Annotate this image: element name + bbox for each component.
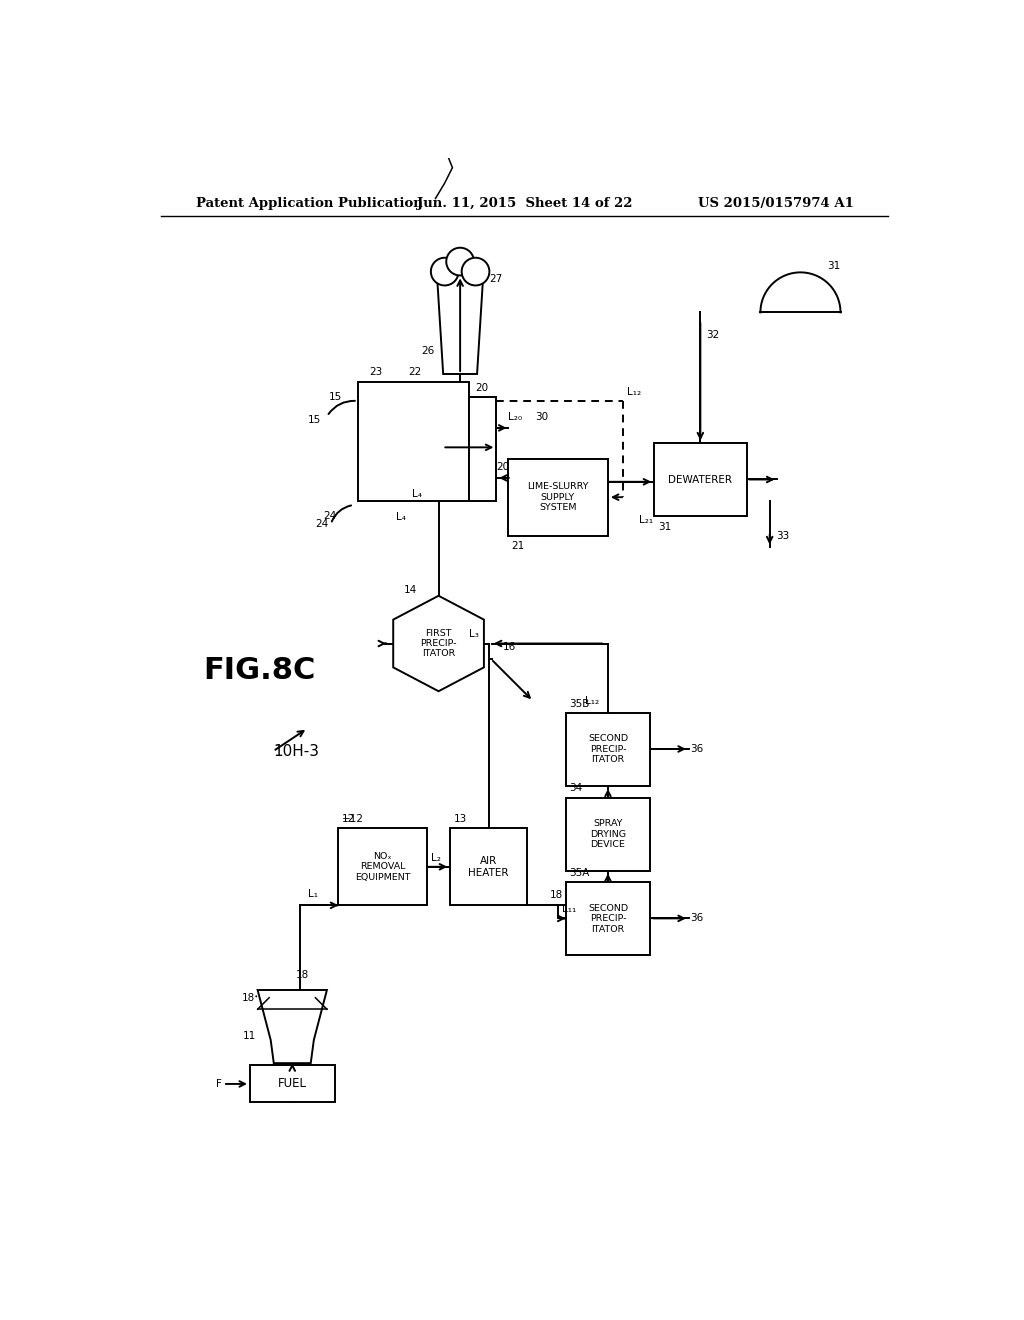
Text: 18: 18 (243, 993, 255, 1003)
Text: FIRST
PRECIP-
ITATOR: FIRST PRECIP- ITATOR (420, 628, 457, 659)
Bar (565, 882, 650, 956)
Text: DEWATERER: DEWATERER (669, 475, 732, 484)
Text: 31: 31 (658, 523, 672, 532)
Text: 23: 23 (370, 367, 383, 378)
Text: Jun. 11, 2015  Sheet 14 of 22: Jun. 11, 2015 Sheet 14 of 22 (417, 197, 633, 210)
Text: L₃: L₃ (469, 630, 479, 639)
Text: L₄: L₄ (412, 488, 422, 499)
Text: L₄: L₄ (396, 512, 407, 521)
Text: 18: 18 (550, 890, 563, 899)
Text: 11: 11 (244, 1031, 257, 1041)
Text: L₁: L₁ (307, 888, 317, 899)
Text: 34: 34 (569, 783, 583, 793)
Text: L₂: L₂ (431, 853, 440, 862)
Text: L₁₁: L₁₁ (562, 904, 577, 915)
Bar (339, 829, 427, 906)
Text: L₁₂: L₁₂ (628, 387, 641, 397)
Text: SECOND
PRECIP-
ITATOR: SECOND PRECIP- ITATOR (588, 734, 628, 764)
Text: 24: 24 (323, 511, 336, 521)
Text: L₂₀: L₂₀ (508, 412, 522, 422)
Text: LIME-SLURRY
SUPPLY
SYSTEM: LIME-SLURRY SUPPLY SYSTEM (527, 482, 589, 512)
Text: 15: 15 (307, 416, 321, 425)
Text: 30: 30 (535, 412, 548, 422)
Text: Patent Application Publication: Patent Application Publication (196, 197, 423, 210)
Text: F: F (215, 1078, 221, 1089)
Text: 36: 36 (690, 744, 703, 754)
Text: SPRAY
DRYING
DEVICE: SPRAY DRYING DEVICE (590, 820, 626, 849)
Text: 20: 20 (497, 462, 509, 473)
Text: 31: 31 (827, 261, 841, 271)
Text: 20: 20 (475, 383, 488, 393)
Bar (508, 459, 608, 536)
Text: −12: −12 (342, 814, 365, 824)
Polygon shape (437, 268, 483, 374)
Text: L₁₂: L₁₂ (585, 696, 599, 706)
Text: 21: 21 (512, 541, 525, 552)
Text: 15: 15 (329, 392, 342, 403)
Circle shape (446, 248, 474, 276)
Polygon shape (393, 595, 484, 692)
Bar (250, 1065, 335, 1102)
Text: AIR
HEATER: AIR HEATER (468, 855, 509, 878)
Polygon shape (258, 990, 327, 1063)
Text: 35A: 35A (569, 869, 590, 878)
Text: 18: 18 (296, 970, 309, 979)
Text: 22: 22 (408, 367, 421, 378)
Text: 36: 36 (690, 913, 703, 924)
Bar (565, 797, 650, 871)
Text: 26: 26 (422, 346, 435, 356)
Text: L₂₁: L₂₁ (639, 515, 653, 525)
Bar (565, 713, 650, 785)
Bar (469, 397, 497, 502)
Text: 13: 13 (454, 814, 467, 824)
Text: 27: 27 (489, 275, 503, 284)
Bar (451, 829, 527, 906)
Text: 24: 24 (315, 519, 329, 529)
Text: 14: 14 (403, 585, 417, 594)
Bar (654, 444, 746, 516)
Text: SECOND
PRECIP-
ITATOR: SECOND PRECIP- ITATOR (588, 904, 628, 933)
Text: NOₓ
REMOVAL
EQUIPMENT: NOₓ REMOVAL EQUIPMENT (355, 851, 411, 882)
Circle shape (462, 257, 489, 285)
Text: 16: 16 (503, 643, 516, 652)
Circle shape (431, 257, 459, 285)
Text: 10H-3: 10H-3 (273, 743, 319, 759)
Text: FUEL: FUEL (278, 1077, 307, 1090)
Text: 35B: 35B (569, 698, 590, 709)
Text: 32: 32 (707, 330, 720, 341)
Text: 33: 33 (776, 531, 790, 541)
Text: US 2015/0157974 A1: US 2015/0157974 A1 (698, 197, 854, 210)
Bar (357, 381, 469, 502)
Text: 12: 12 (342, 814, 355, 824)
Text: FIG.8C: FIG.8C (204, 656, 316, 685)
